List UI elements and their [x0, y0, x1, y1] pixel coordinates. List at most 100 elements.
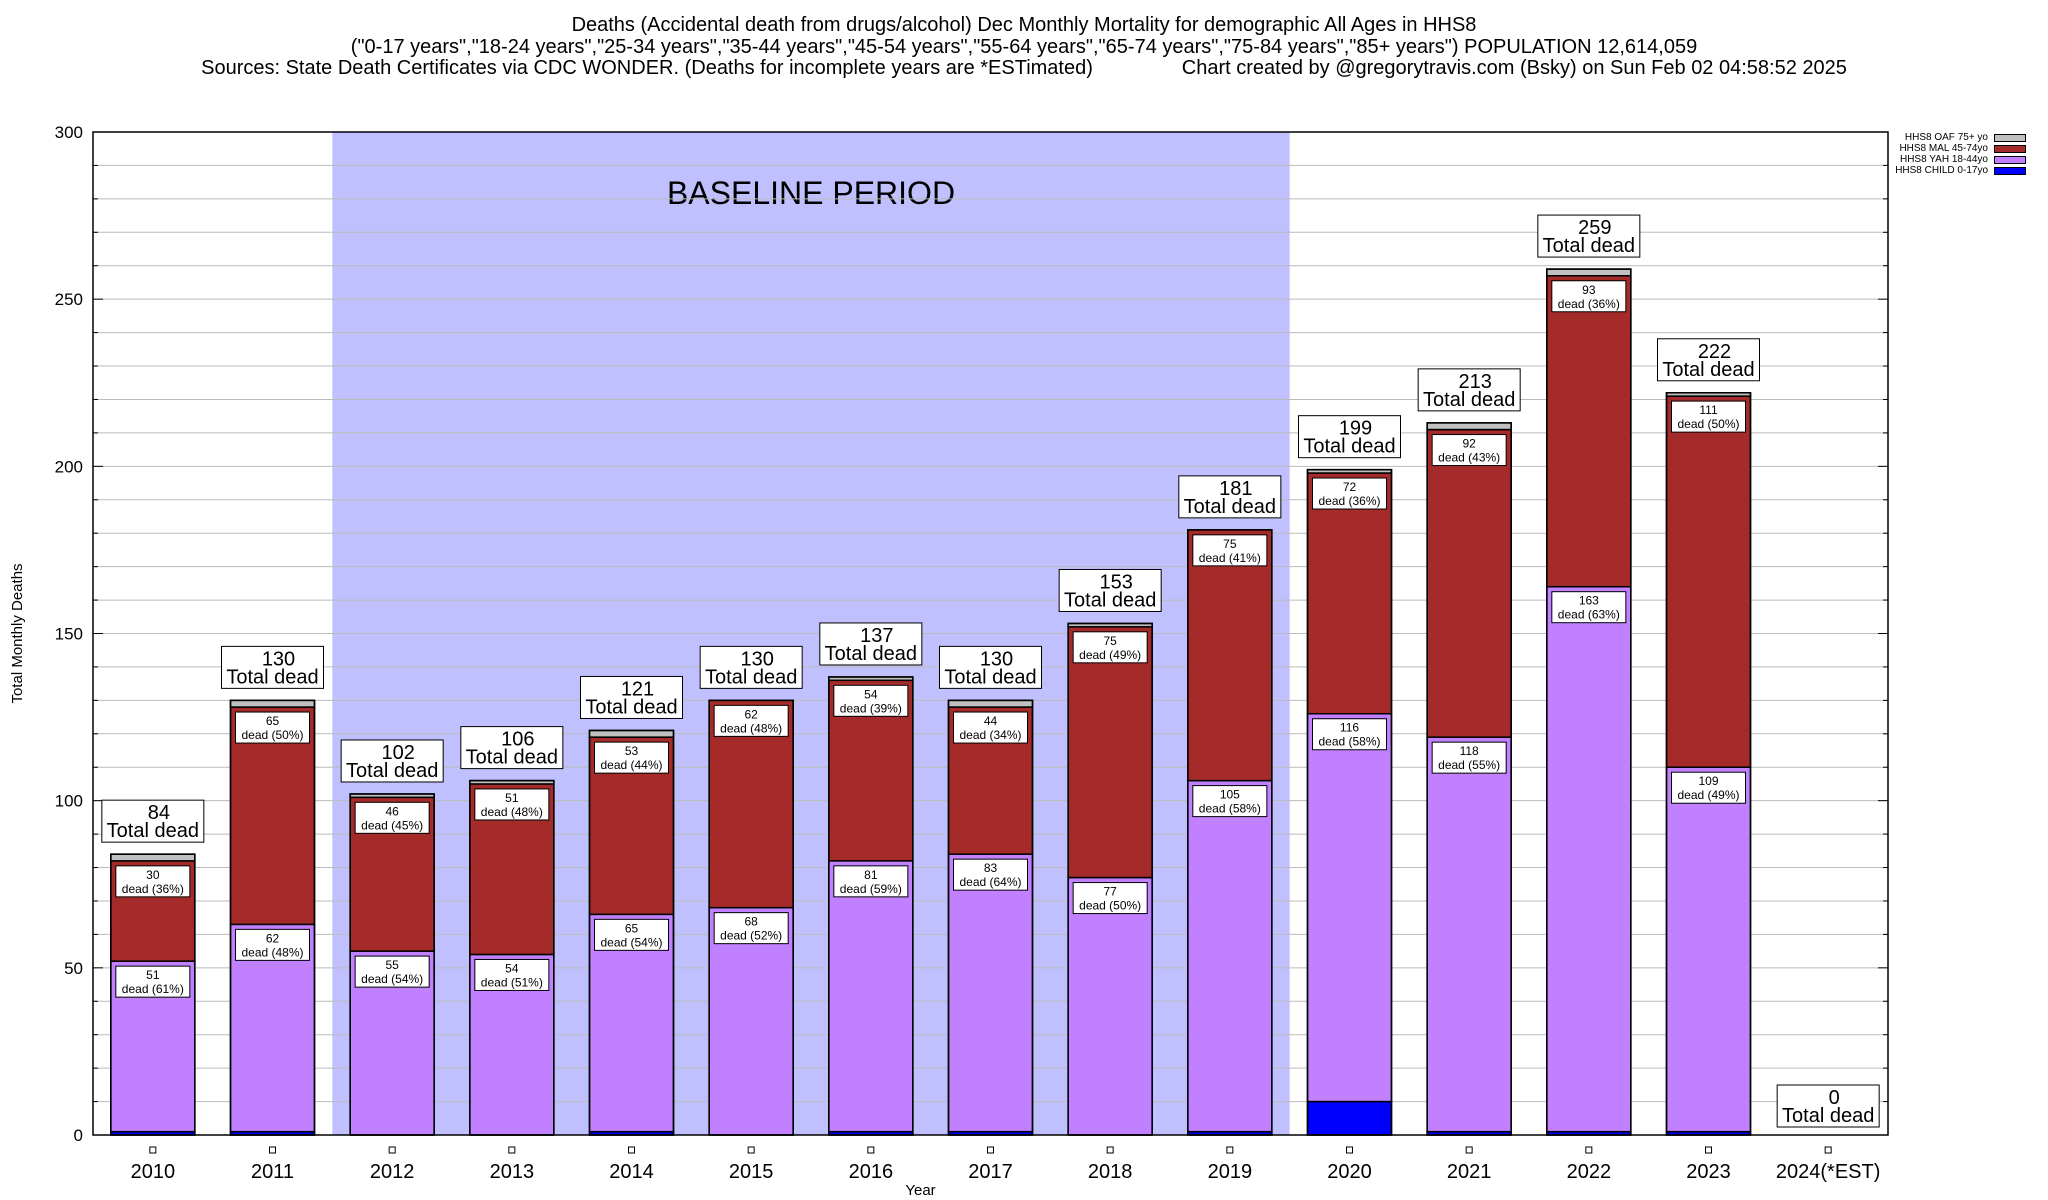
oaf-segment — [229, 699, 316, 708]
segment-label-box — [953, 711, 1028, 744]
segment-label-pct: dead (58%) — [1318, 735, 1380, 749]
segment-label-value: 55 — [385, 958, 399, 972]
segment-label-pct: dead (43%) — [1438, 451, 1500, 465]
chart-title-line3: Sources: State Death Certificates via CD… — [201, 57, 1847, 79]
chart-title-line1: Deaths (Accidental death from drugs/alco… — [571, 14, 1477, 36]
x-marker — [1585, 1146, 1593, 1154]
x-marker — [149, 1146, 157, 1154]
x-marker — [747, 1146, 755, 1154]
segment-label-pct: dead (36%) — [1318, 494, 1380, 508]
segment-label-value: 81 — [864, 868, 878, 882]
segment-label-pct: dead (49%) — [1079, 648, 1141, 662]
segment-label-box — [1072, 631, 1148, 664]
total-label-box — [580, 675, 683, 719]
oaf-segment — [588, 729, 675, 738]
x-marker — [1824, 1146, 1832, 1154]
total-label-box — [1776, 1084, 1880, 1128]
total-label-text: Total dead — [346, 760, 438, 782]
x-marker — [508, 1146, 516, 1154]
segment-label-box — [953, 858, 1028, 891]
y-tick-label: 200 — [55, 457, 83, 476]
x-marker — [628, 1146, 635, 1154]
segment-label-box — [474, 788, 550, 821]
segment-label-value: 116 — [1340, 721, 1359, 735]
segment-label-value: 46 — [385, 804, 399, 818]
x-marker — [1465, 1146, 1473, 1154]
total-label-text: Total dead — [226, 666, 318, 688]
yah-segment — [947, 853, 1034, 1133]
total-label-box — [1657, 338, 1760, 382]
segment-label-value: 105 — [1220, 788, 1240, 802]
segment-label-box — [1671, 400, 1746, 433]
segment-label-pct: dead (58%) — [1199, 802, 1261, 816]
segment-label-box — [713, 912, 789, 945]
total-label-value: 199 — [1339, 418, 1372, 440]
total-label-box — [1417, 368, 1521, 412]
x-tick-label: 2020 — [1327, 1161, 1372, 1183]
total-label-box — [1537, 214, 1641, 258]
segment-label-pct: dead (48%) — [481, 805, 543, 819]
yah-segment — [1546, 585, 1632, 1133]
total-label-text: Total dead — [1782, 1105, 1874, 1127]
mal-segment — [1665, 395, 1752, 768]
mal-segment — [1067, 626, 1153, 879]
y-tick-label: 0 — [74, 1126, 83, 1145]
segment-label-box — [1671, 771, 1746, 804]
segment-label-box — [594, 918, 669, 951]
total-label-text: Total dead — [1543, 235, 1635, 257]
total-label-value: 84 — [148, 802, 170, 824]
segment-label-value: 51 — [505, 791, 519, 805]
total-label-text: Total dead — [1064, 589, 1156, 611]
segment-label-pct: dead (50%) — [1677, 417, 1739, 431]
segment-label-pct: dead (50%) — [1079, 899, 1141, 913]
x-tick-label: 2010 — [131, 1161, 176, 1183]
x-tick-label: 2022 — [1567, 1161, 1612, 1183]
segment-label-box — [474, 958, 550, 991]
yah-segment — [1426, 736, 1512, 1133]
segment-label-box — [1551, 591, 1627, 624]
segment-label-box — [833, 684, 909, 717]
segment-label-box — [354, 801, 430, 834]
yah-segment — [1665, 766, 1752, 1133]
total-label-text: Total dead — [1423, 389, 1515, 411]
mal-segment — [1187, 529, 1273, 782]
x-marker — [867, 1146, 875, 1154]
legend-swatch — [1994, 155, 2026, 164]
x-marker — [1106, 1146, 1114, 1154]
total-label-box — [1058, 568, 1162, 612]
legend-label: HHS8 OAF 75+ yo — [1904, 132, 1988, 143]
segment-label-pct: dead (51%) — [481, 975, 543, 989]
segment-label-value: 65 — [266, 714, 280, 728]
segment-label-box — [1431, 741, 1507, 774]
yah-segment — [1187, 779, 1273, 1133]
legend-item: HHS8 OAF 75+ yo — [1895, 132, 2026, 143]
x-tick-label: 2012 — [370, 1161, 415, 1183]
segment-label-value: 75 — [1223, 537, 1237, 551]
legend-item: HHS8 CHILD 0-17yo — [1895, 165, 2026, 176]
legend-item: HHS8 YAH 18-44yo — [1895, 154, 2026, 165]
total-label-text: Total dead — [1184, 496, 1276, 518]
total-label-box — [939, 645, 1042, 689]
segment-label-value: 54 — [505, 961, 519, 975]
total-label-value: 259 — [1578, 217, 1611, 239]
legend-label: HHS8 YAH 18-44yo — [1899, 154, 1988, 165]
x-tick-label: 2016 — [849, 1161, 894, 1183]
mal-segment — [1306, 472, 1393, 715]
segment-label-pct: dead (44%) — [600, 758, 662, 772]
segment-label-pct: dead (36%) — [1558, 297, 1620, 311]
x-tick-label: 2023 — [1686, 1161, 1731, 1183]
segment-label-value: 30 — [146, 868, 160, 882]
legend-label: HHS8 MAL 45-74yo — [1899, 143, 1988, 154]
segment-label-value: 62 — [266, 931, 280, 945]
total-label-value: 106 — [501, 729, 534, 751]
total-label-box — [1298, 415, 1401, 459]
legend-label: HHS8 CHILD 0-17yo — [1895, 165, 1988, 176]
total-label-value: 130 — [262, 648, 295, 670]
total-label-text: Total dead — [944, 666, 1036, 688]
segment-label-value: 92 — [1462, 437, 1476, 451]
legend: HHS8 OAF 75+ yo HHS8 MAL 45-74yo HHS8 YAH … — [1895, 132, 2026, 176]
segment-label-pct: dead (36%) — [122, 882, 184, 896]
total-label-box — [819, 622, 923, 666]
y-tick-label: 100 — [55, 792, 83, 811]
segment-label-box — [1192, 785, 1268, 818]
